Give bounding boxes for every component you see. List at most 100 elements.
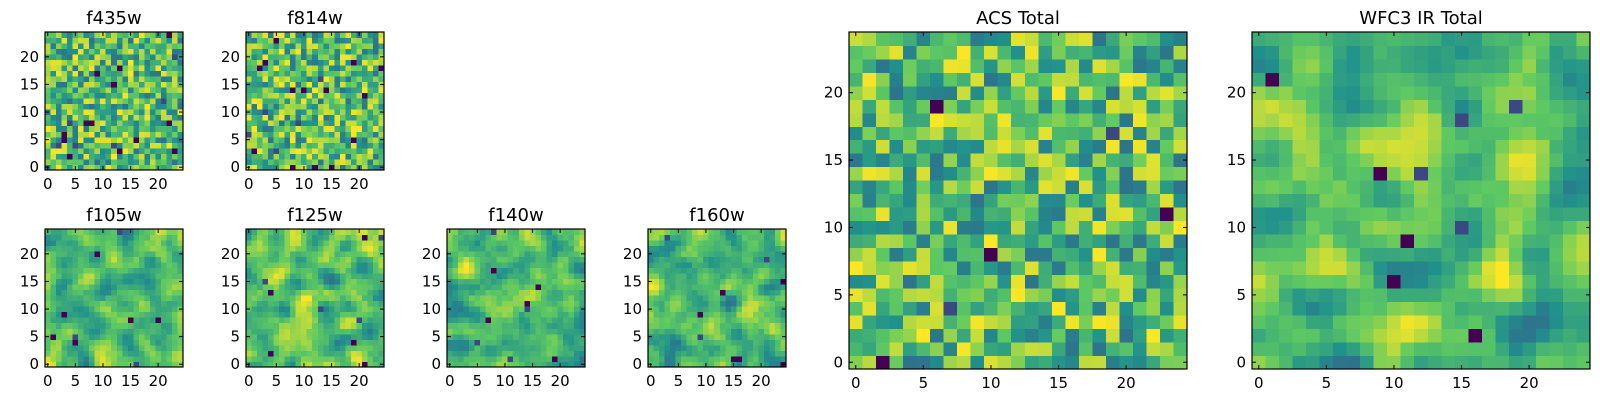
heatmap-cell <box>284 136 291 143</box>
heatmap-cell <box>45 289 51 296</box>
heatmap-cell <box>350 54 357 60</box>
heatmap-cell <box>78 142 85 149</box>
heatmap-cell <box>1173 99 1188 114</box>
heatmap-cell <box>149 295 156 302</box>
heatmap-cell <box>246 70 252 77</box>
heatmap-cell <box>295 37 302 44</box>
heatmap-cell <box>730 344 737 351</box>
heatmap-cell <box>345 59 352 66</box>
heatmap-cell <box>339 344 346 351</box>
heatmap-cell <box>769 262 776 269</box>
heatmap-cell <box>251 164 258 171</box>
heatmap-cell <box>378 153 385 160</box>
heatmap-cell <box>268 131 274 138</box>
heatmap-cell <box>378 70 385 77</box>
heatmap-cell <box>502 267 509 274</box>
heatmap-cell <box>540 306 547 313</box>
heatmap-cell <box>930 139 945 154</box>
heatmap-cell <box>736 289 743 296</box>
heatmap-cell <box>1105 288 1120 302</box>
heatmap-cell <box>72 120 79 127</box>
heatmap-cell <box>862 58 877 73</box>
heatmap-cell <box>144 300 151 307</box>
heatmap-cell <box>127 322 134 329</box>
heatmap-cell <box>328 306 335 313</box>
heatmap-cell <box>670 295 676 302</box>
heatmap-cell <box>251 125 258 132</box>
heatmap-cell <box>171 355 178 362</box>
heatmap-cell <box>507 289 514 296</box>
heatmap-cell <box>251 267 258 274</box>
heatmap-cell <box>328 339 335 346</box>
heatmap-cell <box>177 284 184 291</box>
heatmap-cell <box>763 229 770 235</box>
heatmap-cell <box>1011 261 1026 276</box>
heatmap-cell <box>686 267 693 274</box>
heatmap-cell <box>133 240 140 246</box>
heatmap-cell <box>997 274 1012 289</box>
heatmap-cell <box>1400 261 1415 276</box>
heatmap-cell <box>686 245 693 252</box>
heatmap-cell <box>741 322 748 329</box>
heatmap-cell <box>686 284 693 291</box>
heatmap-cell <box>116 317 123 324</box>
heatmap-cell <box>83 65 90 72</box>
heatmap-cell <box>155 273 162 280</box>
heatmap-cell <box>361 59 368 66</box>
heatmap-cell <box>1173 234 1188 249</box>
heatmap-cell <box>372 109 379 116</box>
heatmap-cell <box>447 245 453 252</box>
heatmap-cell <box>89 251 96 257</box>
heatmap-cell <box>1159 139 1174 154</box>
heatmap-cell <box>290 48 297 55</box>
heatmap-cell <box>1481 247 1496 262</box>
heatmap-cell <box>1306 220 1320 235</box>
heatmap-cell <box>452 240 459 246</box>
heatmap-cell <box>166 76 173 83</box>
heatmap-cell <box>916 220 931 235</box>
heatmap-cell <box>72 76 79 83</box>
heatmap-cell <box>474 333 481 340</box>
heatmap-cell <box>1265 288 1280 302</box>
heatmap-cell <box>1105 126 1120 141</box>
heatmap-cell <box>345 289 352 296</box>
heatmap-cell <box>916 126 931 141</box>
heatmap-cell <box>664 311 671 318</box>
heatmap-cell <box>78 54 85 60</box>
heatmap-cell <box>122 92 129 99</box>
heatmap-cell <box>546 278 553 285</box>
heatmap-cell <box>916 180 931 195</box>
heatmap-cell <box>177 300 184 307</box>
heatmap-cell <box>273 333 280 340</box>
heatmap-cell <box>513 262 520 269</box>
heatmap-cell <box>317 322 324 329</box>
heatmap-cell <box>692 267 699 274</box>
heatmap-cell <box>708 322 715 329</box>
heatmap-cell <box>469 350 475 357</box>
heatmap-cell <box>72 350 79 357</box>
heatmap-cell <box>116 256 123 263</box>
heatmap-cell <box>149 120 156 127</box>
heatmap-cell <box>100 306 107 313</box>
heatmap-cell <box>491 350 498 357</box>
heatmap-cell <box>562 333 569 340</box>
heatmap-cell <box>116 306 123 313</box>
heatmap-cell <box>301 48 308 55</box>
heatmap-cell <box>89 273 96 280</box>
heatmap-cell <box>916 247 931 262</box>
heatmap-cell <box>328 273 335 280</box>
heatmap-cell <box>697 306 704 313</box>
heatmap-cell <box>1038 315 1053 329</box>
heatmap-cell <box>100 256 107 263</box>
heatmap-cell <box>67 344 73 351</box>
heatmap-cell <box>1279 153 1293 168</box>
heatmap-cell <box>257 43 263 49</box>
heatmap-cell <box>763 333 770 340</box>
heatmap-cell <box>557 317 564 324</box>
heatmap-cell <box>94 361 101 368</box>
heatmap-cell <box>480 306 487 313</box>
heatmap-cell <box>568 234 575 241</box>
heatmap-cell <box>984 274 999 289</box>
heatmap-cell <box>697 361 704 368</box>
heatmap-cell <box>171 54 178 60</box>
